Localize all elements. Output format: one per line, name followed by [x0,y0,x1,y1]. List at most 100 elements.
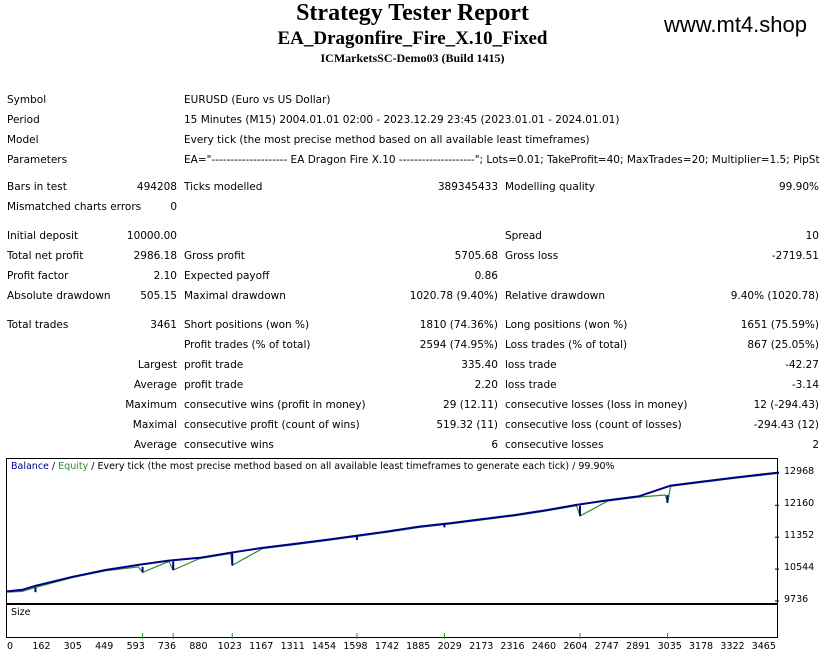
spread-label: Spread [505,230,542,242]
absolute-drawdown-label: Absolute drawdown [7,290,111,302]
maximal-drawdown-label: Maximal drawdown [184,290,286,302]
series-line-equity [7,472,779,593]
gross-profit-value: 5705.68 [454,250,498,262]
x-tick-label: 1454 [311,641,337,652]
maximal-consecutive-loss-label: consecutive loss (count of losses) [505,419,682,431]
long-positions-value: 1651 (75.59%) [740,319,819,331]
x-tick-label: 2891 [626,641,651,652]
gross-loss-value: -2719.51 [771,250,819,262]
largest-loss-value: -42.27 [785,359,819,371]
profit-trades-value: 2594 (74.95%) [419,339,498,351]
x-tick-label: 593 [126,641,145,652]
max-consecutive-wins-label: consecutive wins (profit in money) [184,399,366,411]
profit-factor-value: 2.10 [153,270,177,282]
ticks-label: Ticks modelled [184,181,263,193]
total-trades-label: Total trades [7,319,69,331]
mismatch-value: 0 [170,201,177,213]
x-tick-label: 2747 [594,641,619,652]
x-tick-label: 2173 [469,641,494,652]
series-line-balance [7,471,779,593]
relative-drawdown-value: 9.40% (1020.78) [730,290,819,302]
loss-trades-label: Loss trades (% of total) [505,339,628,351]
largest-profit-value: 335.40 [461,359,498,371]
y-tick-label: 12968 [784,466,815,478]
x-tick-label: 3465 [751,641,776,652]
symbol-value: EURUSD (Euro vs US Dollar) [184,94,331,106]
x-tick-label: 162 [32,641,51,652]
ticks-value: 389345433 [437,181,498,193]
quality-value: 99.90% [778,181,819,193]
average-consecutive-label: Average [133,439,177,451]
maximal-consecutive-loss-value: -294.43 (12) [753,419,819,431]
x-tick-label: 880 [189,641,208,652]
legend-equity: Equity [58,461,89,472]
mismatch-label: Mismatched charts errors [7,201,142,213]
maximal-consecutive-profit-value: 519.32 (11) [436,419,498,431]
bars-value: 494208 [136,181,177,193]
model-label: Model [7,134,39,146]
legend-note: / Every tick (the most precise method ba… [91,461,615,472]
relative-drawdown-label: Relative drawdown [505,290,606,302]
short-positions-label: Short positions (won %) [184,319,310,331]
x-tick-label: 449 [95,641,114,652]
max-consecutive-losses-value: 12 (-294.43) [753,399,819,411]
largest-profit-label: profit trade [184,359,244,371]
spread-value: 10 [805,230,819,242]
y-tick-label: 9736 [784,594,809,605]
balance-chart-svg [7,471,779,602]
balance-chart: Balance / Equity / Every tick (the most … [6,458,779,604]
x-tick-label: 2029 [437,641,462,652]
expected-payoff-value: 0.86 [474,270,498,282]
x-tick-label: 1311 [280,641,305,652]
x-tick-label: 2316 [500,641,525,652]
legend-separator: / [51,461,56,472]
largest-loss-label: loss trade [505,359,557,371]
bars-label: Bars in test [7,181,67,193]
y-tick-label: 12160 [784,498,815,510]
average-profit-label: profit trade [184,379,244,391]
x-tick-label: 1742 [374,641,400,652]
server-info: ICMarketsSC-Demo03 (Build 1415) [320,51,505,65]
chart-legend: Balance / Equity / Every tick (the most … [11,461,615,472]
deposit-value: 10000.00 [126,230,177,242]
size-chart: Size [6,604,778,639]
model-value: Every tick (the most precise method base… [184,134,590,146]
x-tick-label: 3035 [657,641,682,652]
ea-name: EA_Dragonfire_Fire_X.10_Fixed [277,28,548,49]
x-tick-label: 2460 [531,641,557,652]
symbol-label: Symbol [7,94,47,106]
y-tick-label: 11352 [784,530,815,542]
max-consecutive-losses-label: consecutive losses (loss in money) [505,399,688,411]
long-positions-label: Long positions (won %) [505,319,628,331]
x-tick-label: 1023 [217,641,242,652]
average-loss-value: -3.14 [791,379,819,391]
size-label: Size [11,607,31,618]
average-label: Average [133,379,177,391]
average-consecutive-losses-value: 2 [812,439,819,451]
profit-factor-label: Profit factor [7,270,69,282]
report-title: Strategy Tester Report [296,0,529,26]
x-tick-label: 1885 [406,641,431,652]
period-value: 15 Minutes (M15) 2004.01.01 02:00 - 2023… [184,114,620,126]
legend-balance: Balance [11,461,49,472]
y-tick-label: 10544 [784,562,815,574]
max-consecutive-wins-value: 29 (12.11) [443,399,498,411]
net-profit-value: 2986.18 [133,250,177,262]
profit-trades-label: Profit trades (% of total) [184,339,311,351]
short-positions-value: 1810 (74.36%) [419,319,498,331]
x-tick-label: 1598 [343,641,368,652]
absolute-drawdown-value: 505.15 [140,290,177,302]
gross-loss-label: Gross loss [505,250,559,262]
x-tick-label: 3322 [720,641,745,652]
total-trades-value: 3461 [150,319,177,331]
average-profit-value: 2.20 [474,379,498,391]
quality-label: Modelling quality [505,181,595,193]
maximal-drawdown-value: 1020.78 (9.40%) [409,290,498,302]
x-tick-label: 0 [6,641,14,652]
period-label: Period [7,114,40,126]
largest-label: Largest [137,359,177,371]
x-tick-label: 305 [63,641,82,652]
x-tick-label: 2604 [563,641,588,652]
average-consecutive-losses-label: consecutive losses [505,439,604,451]
parameters-label: Parameters [7,154,68,166]
